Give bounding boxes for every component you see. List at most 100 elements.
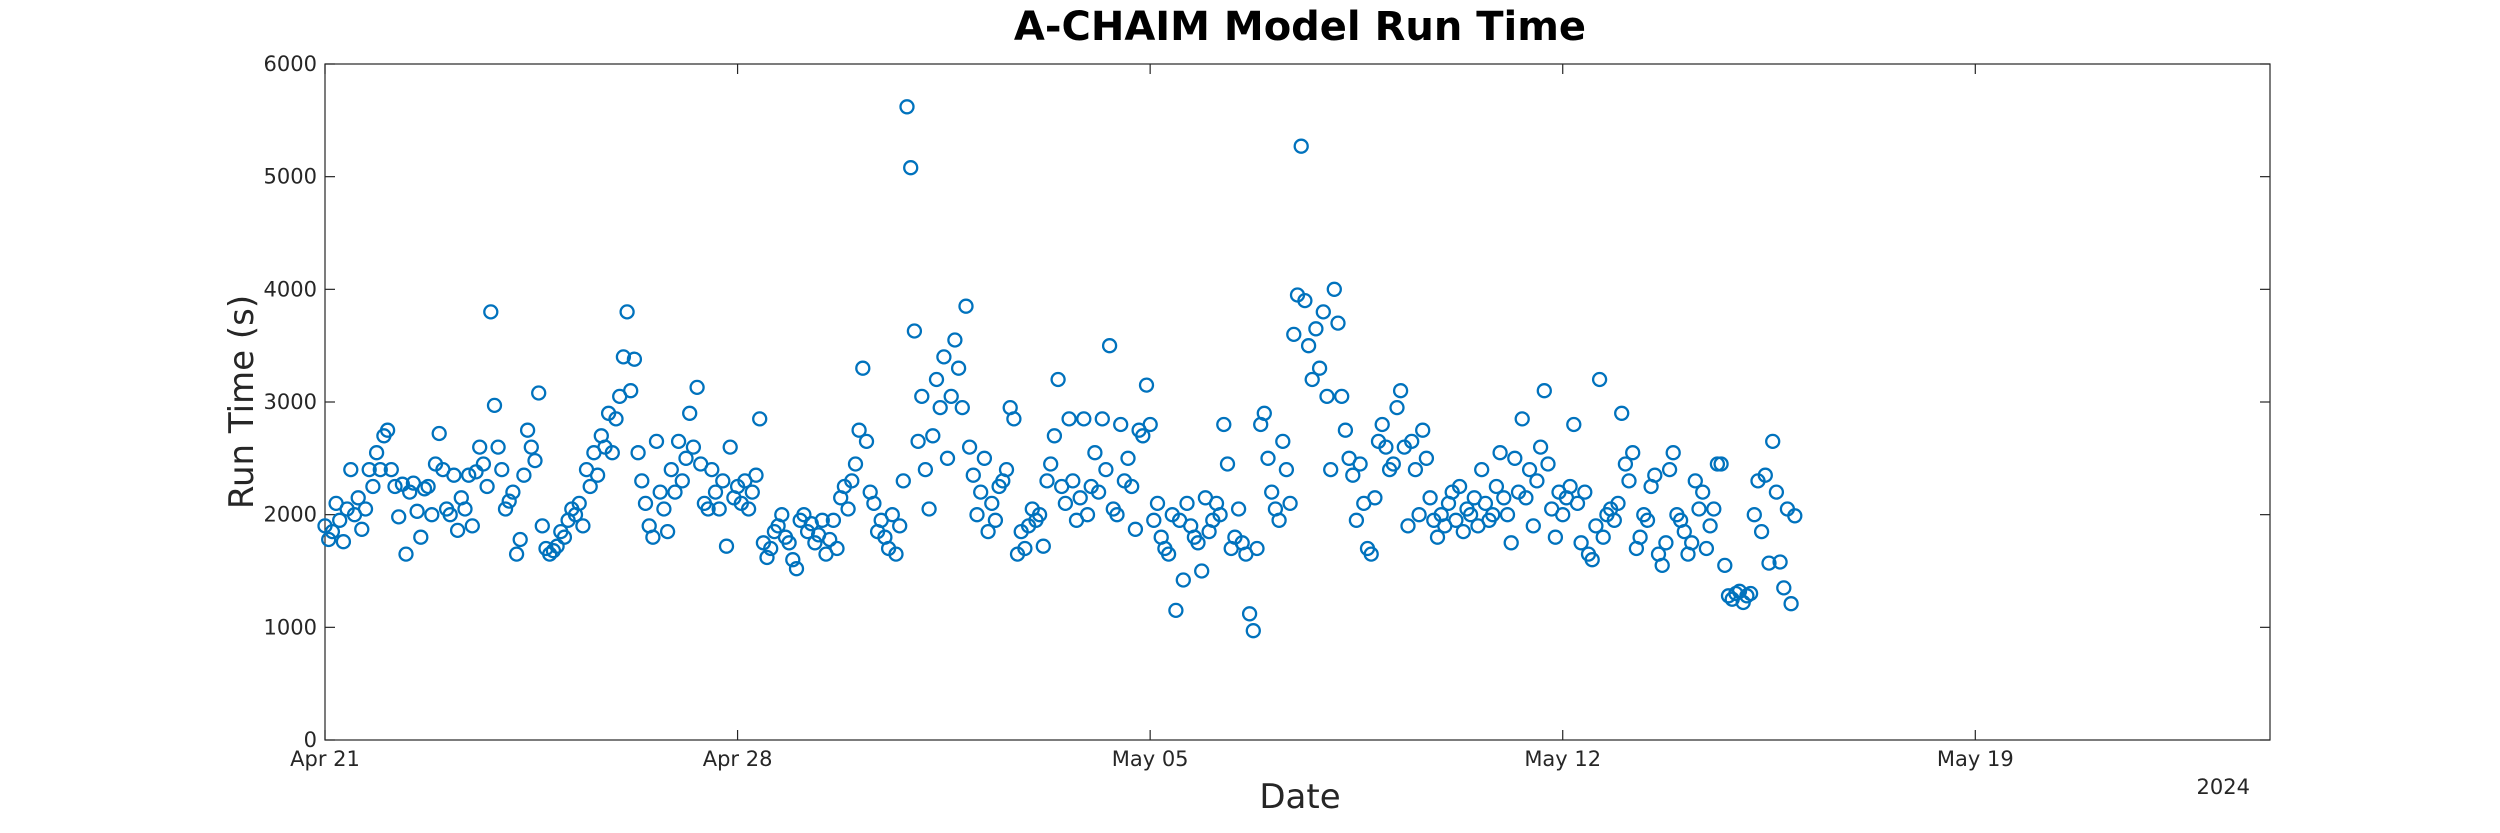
- data-point: [1687, 473, 1703, 489]
- data-point: [1315, 304, 1331, 320]
- data-point: [1525, 518, 1541, 534]
- data-point: [1278, 461, 1295, 478]
- x-tick-label: May 12: [1524, 747, 1601, 771]
- data-point: [1282, 495, 1298, 512]
- data-point: [814, 512, 830, 528]
- data-point: [446, 467, 462, 483]
- data-point: [844, 473, 860, 489]
- data-point: [1031, 507, 1048, 523]
- data-point: [1584, 552, 1600, 568]
- data-point: [1577, 484, 1593, 500]
- data-point: [740, 501, 757, 517]
- x-tick-label: May 19: [1937, 747, 2014, 771]
- data-point: [1695, 484, 1711, 500]
- data-point: [1518, 490, 1534, 506]
- data-point: [1212, 507, 1228, 523]
- data-point: [1124, 478, 1140, 495]
- data-point: [1455, 523, 1471, 540]
- data-point: [472, 439, 488, 455]
- data-point: [1451, 478, 1468, 495]
- data-point: [674, 473, 690, 489]
- data-point: [1706, 501, 1722, 517]
- data-point: [1385, 456, 1401, 472]
- data-point: [1113, 416, 1129, 433]
- data-point: [1090, 484, 1107, 500]
- data-point: [1293, 138, 1309, 154]
- data-point: [1742, 585, 1759, 602]
- data-point: [1488, 478, 1505, 495]
- data-point: [711, 501, 727, 517]
- data-point: [1006, 411, 1022, 427]
- y-tick-label: 5000: [264, 165, 317, 189]
- data-point: [652, 484, 668, 500]
- data-point: [685, 439, 702, 455]
- data-point: [1477, 495, 1494, 512]
- data-point: [1271, 512, 1287, 528]
- data-point: [582, 478, 598, 495]
- data-point: [1219, 456, 1236, 472]
- data-point: [1334, 388, 1350, 405]
- data-point: [884, 507, 900, 523]
- data-point: [910, 433, 926, 450]
- data-point: [494, 461, 510, 478]
- data-point: [534, 518, 550, 534]
- x-axis: Apr 21 Apr 28 May 05 May 12 May 19: [290, 64, 2014, 771]
- data-point: [409, 503, 425, 519]
- data-point: [1079, 507, 1096, 523]
- data-point: [1389, 399, 1405, 416]
- data-point: [354, 521, 370, 537]
- data-point: [936, 349, 952, 365]
- data-point: [1787, 508, 1803, 524]
- data-point: [1684, 535, 1700, 551]
- data-point: [1146, 512, 1162, 528]
- y-axis-label: Run Time (s): [222, 295, 262, 509]
- data-point: [1776, 580, 1792, 596]
- y-tick-label: 0: [304, 728, 317, 752]
- data-point: [925, 428, 941, 444]
- data-point: [604, 445, 620, 461]
- data-point: [1035, 538, 1051, 554]
- data-point: [464, 518, 480, 534]
- y-tick-label: 6000: [264, 52, 317, 76]
- data-point: [1415, 422, 1431, 438]
- data-point: [950, 360, 967, 376]
- data-point: [682, 405, 698, 421]
- data-point: [391, 509, 407, 525]
- data-point: [402, 484, 418, 500]
- data-point: [1061, 411, 1077, 427]
- data-point: [987, 512, 1004, 528]
- chart-title: A-CHAIM Model Run Time: [1014, 4, 1586, 50]
- data-point: [1072, 490, 1088, 506]
- data-point: [1194, 563, 1210, 579]
- data-point: [1127, 521, 1144, 537]
- data-point: [1532, 439, 1549, 455]
- data-point: [1190, 535, 1206, 551]
- data-points: [317, 99, 1803, 639]
- data-point: [1691, 501, 1707, 517]
- data-point: [1499, 507, 1516, 523]
- data-point: [1407, 461, 1424, 478]
- data-point: [626, 351, 643, 367]
- data-point: [1050, 371, 1066, 388]
- data-point: [497, 501, 514, 517]
- data-point: [483, 304, 499, 320]
- data-point: [512, 531, 528, 548]
- data-point: [619, 304, 635, 320]
- data-point: [479, 478, 495, 495]
- data-point: [442, 507, 458, 523]
- data-point: [424, 507, 440, 523]
- data-point: [1348, 512, 1365, 528]
- data-point: [368, 445, 385, 461]
- data-point: [851, 422, 867, 438]
- data-point: [1098, 461, 1114, 478]
- data-point: [840, 501, 856, 517]
- data-point: [1286, 326, 1302, 343]
- data-point: [490, 439, 506, 455]
- data-point: [372, 461, 388, 478]
- data-point: [1562, 478, 1578, 495]
- data-point: [858, 433, 875, 450]
- data-point: [752, 411, 768, 427]
- data-point: [1665, 445, 1681, 461]
- data-point: [855, 360, 871, 376]
- data-point: [332, 512, 348, 528]
